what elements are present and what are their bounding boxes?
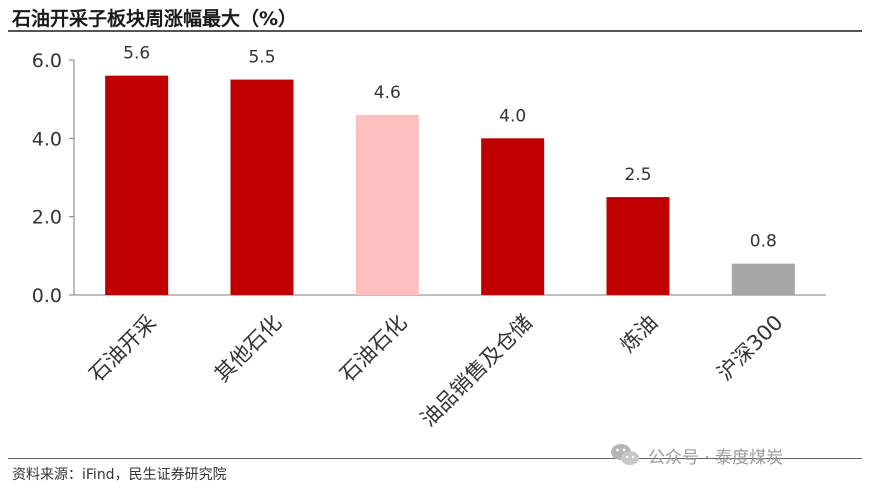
chart-title: 石油开采子板块周涨幅最大（%）: [12, 8, 298, 30]
bar: [105, 75, 169, 296]
data-label: 0.8: [750, 232, 777, 252]
x-tick-label: 石油石化: [335, 310, 411, 386]
bar: [355, 114, 419, 295]
x-tick-labels: 石油开采 其他石化 石油石化 油品销售及仓储 炼油 沪深300: [85, 310, 788, 431]
x-tick-label: 石油开采: [85, 310, 161, 386]
x-tick-label: 其他石化: [210, 310, 286, 386]
data-label: 5.5: [248, 48, 275, 68]
y-tick-labels: 0.0 2.0 4.0 6.0: [32, 50, 74, 307]
bar: [230, 79, 294, 295]
data-label: 4.0: [499, 106, 526, 126]
source-note: 资料来源：iFind，民生证券研究院: [12, 467, 227, 483]
x-tick-label: 炼油: [616, 310, 663, 357]
y-tick-label: 4.0: [32, 128, 62, 150]
footer-divider: [8, 458, 862, 459]
x-tick-label: 油品销售及仓储: [416, 310, 537, 431]
data-label: 2.5: [624, 165, 651, 185]
x-tick-label: 沪深300: [713, 310, 788, 385]
bar-chart: 0.0 2.0 4.0 6.0 5.6 5.5 4.6 4.0 2.5 0.8 石油开采 其他石化…: [32, 44, 826, 431]
bars: [105, 75, 795, 296]
y-tick-label: 0.0: [32, 285, 62, 307]
y-tick-label: 2.0: [32, 207, 62, 229]
watermark: 公众号 · 泰度煤炭: [610, 442, 783, 468]
data-label: 5.6: [123, 44, 150, 64]
watermark-text: 公众号 · 泰度煤炭: [648, 447, 784, 468]
title-divider: [8, 30, 862, 32]
y-tick-label: 6.0: [32, 50, 62, 72]
bar: [481, 138, 545, 295]
bar: [606, 197, 670, 295]
data-labels: 5.6 5.5 4.6 4.0 2.5 0.8: [123, 44, 777, 252]
wechat-icon: [611, 444, 639, 465]
bar: [731, 263, 795, 295]
data-label: 4.6: [374, 83, 401, 103]
